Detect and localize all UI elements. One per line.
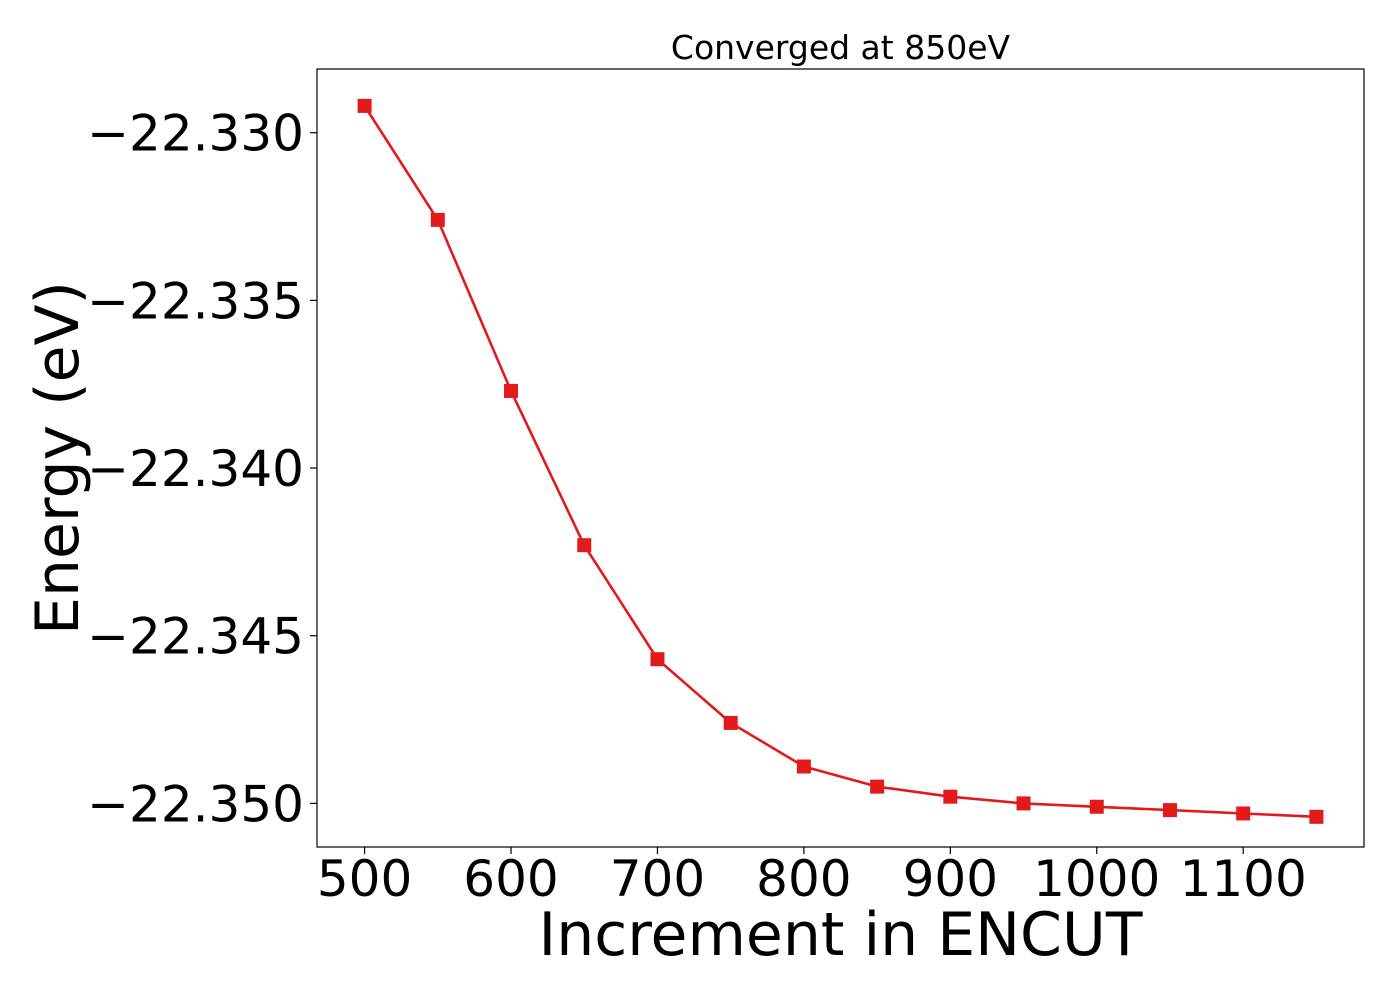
y-tick-label: −22.330 <box>87 105 304 163</box>
chart-title: Converged at 850eV <box>671 28 1011 67</box>
series-layer <box>357 98 1324 824</box>
x-tick-label: 700 <box>610 850 705 908</box>
x-tick-label: 800 <box>756 850 851 908</box>
y-tick-label: −22.345 <box>87 608 304 666</box>
data-point <box>943 789 958 804</box>
x-tick-label: 500 <box>317 850 412 908</box>
x-axis-title: Increment in ENCUT <box>539 900 1143 970</box>
data-point <box>650 652 665 667</box>
series-line <box>363 105 1317 819</box>
data-point <box>1236 806 1251 821</box>
y-tick-label: −22.340 <box>87 440 304 498</box>
data-point <box>504 383 519 398</box>
x-axis: 500 600 700 800 900 1000 1100 <box>317 847 1307 908</box>
data-point <box>796 759 811 774</box>
x-tick-label: 600 <box>463 850 558 908</box>
data-point <box>1089 799 1104 814</box>
data-point <box>357 98 372 113</box>
data-point <box>870 779 885 794</box>
plot-frame <box>316 68 1365 848</box>
y-tick-label: −22.335 <box>87 272 304 330</box>
y-tick-label: −22.350 <box>87 775 304 833</box>
y-axis-title: Energy (eV) <box>23 281 93 635</box>
data-point <box>1016 796 1031 811</box>
x-tick-label: 1000 <box>1033 850 1160 908</box>
x-tick-label: 900 <box>903 850 998 908</box>
data-point <box>577 538 592 553</box>
data-point <box>1162 803 1177 818</box>
data-point <box>1309 809 1324 824</box>
data-point <box>723 715 738 730</box>
data-point <box>430 212 445 227</box>
y-axis: −22.330 −22.335 −22.340 −22.345 −22.350 <box>87 105 317 833</box>
x-tick-label: 1100 <box>1180 850 1307 908</box>
